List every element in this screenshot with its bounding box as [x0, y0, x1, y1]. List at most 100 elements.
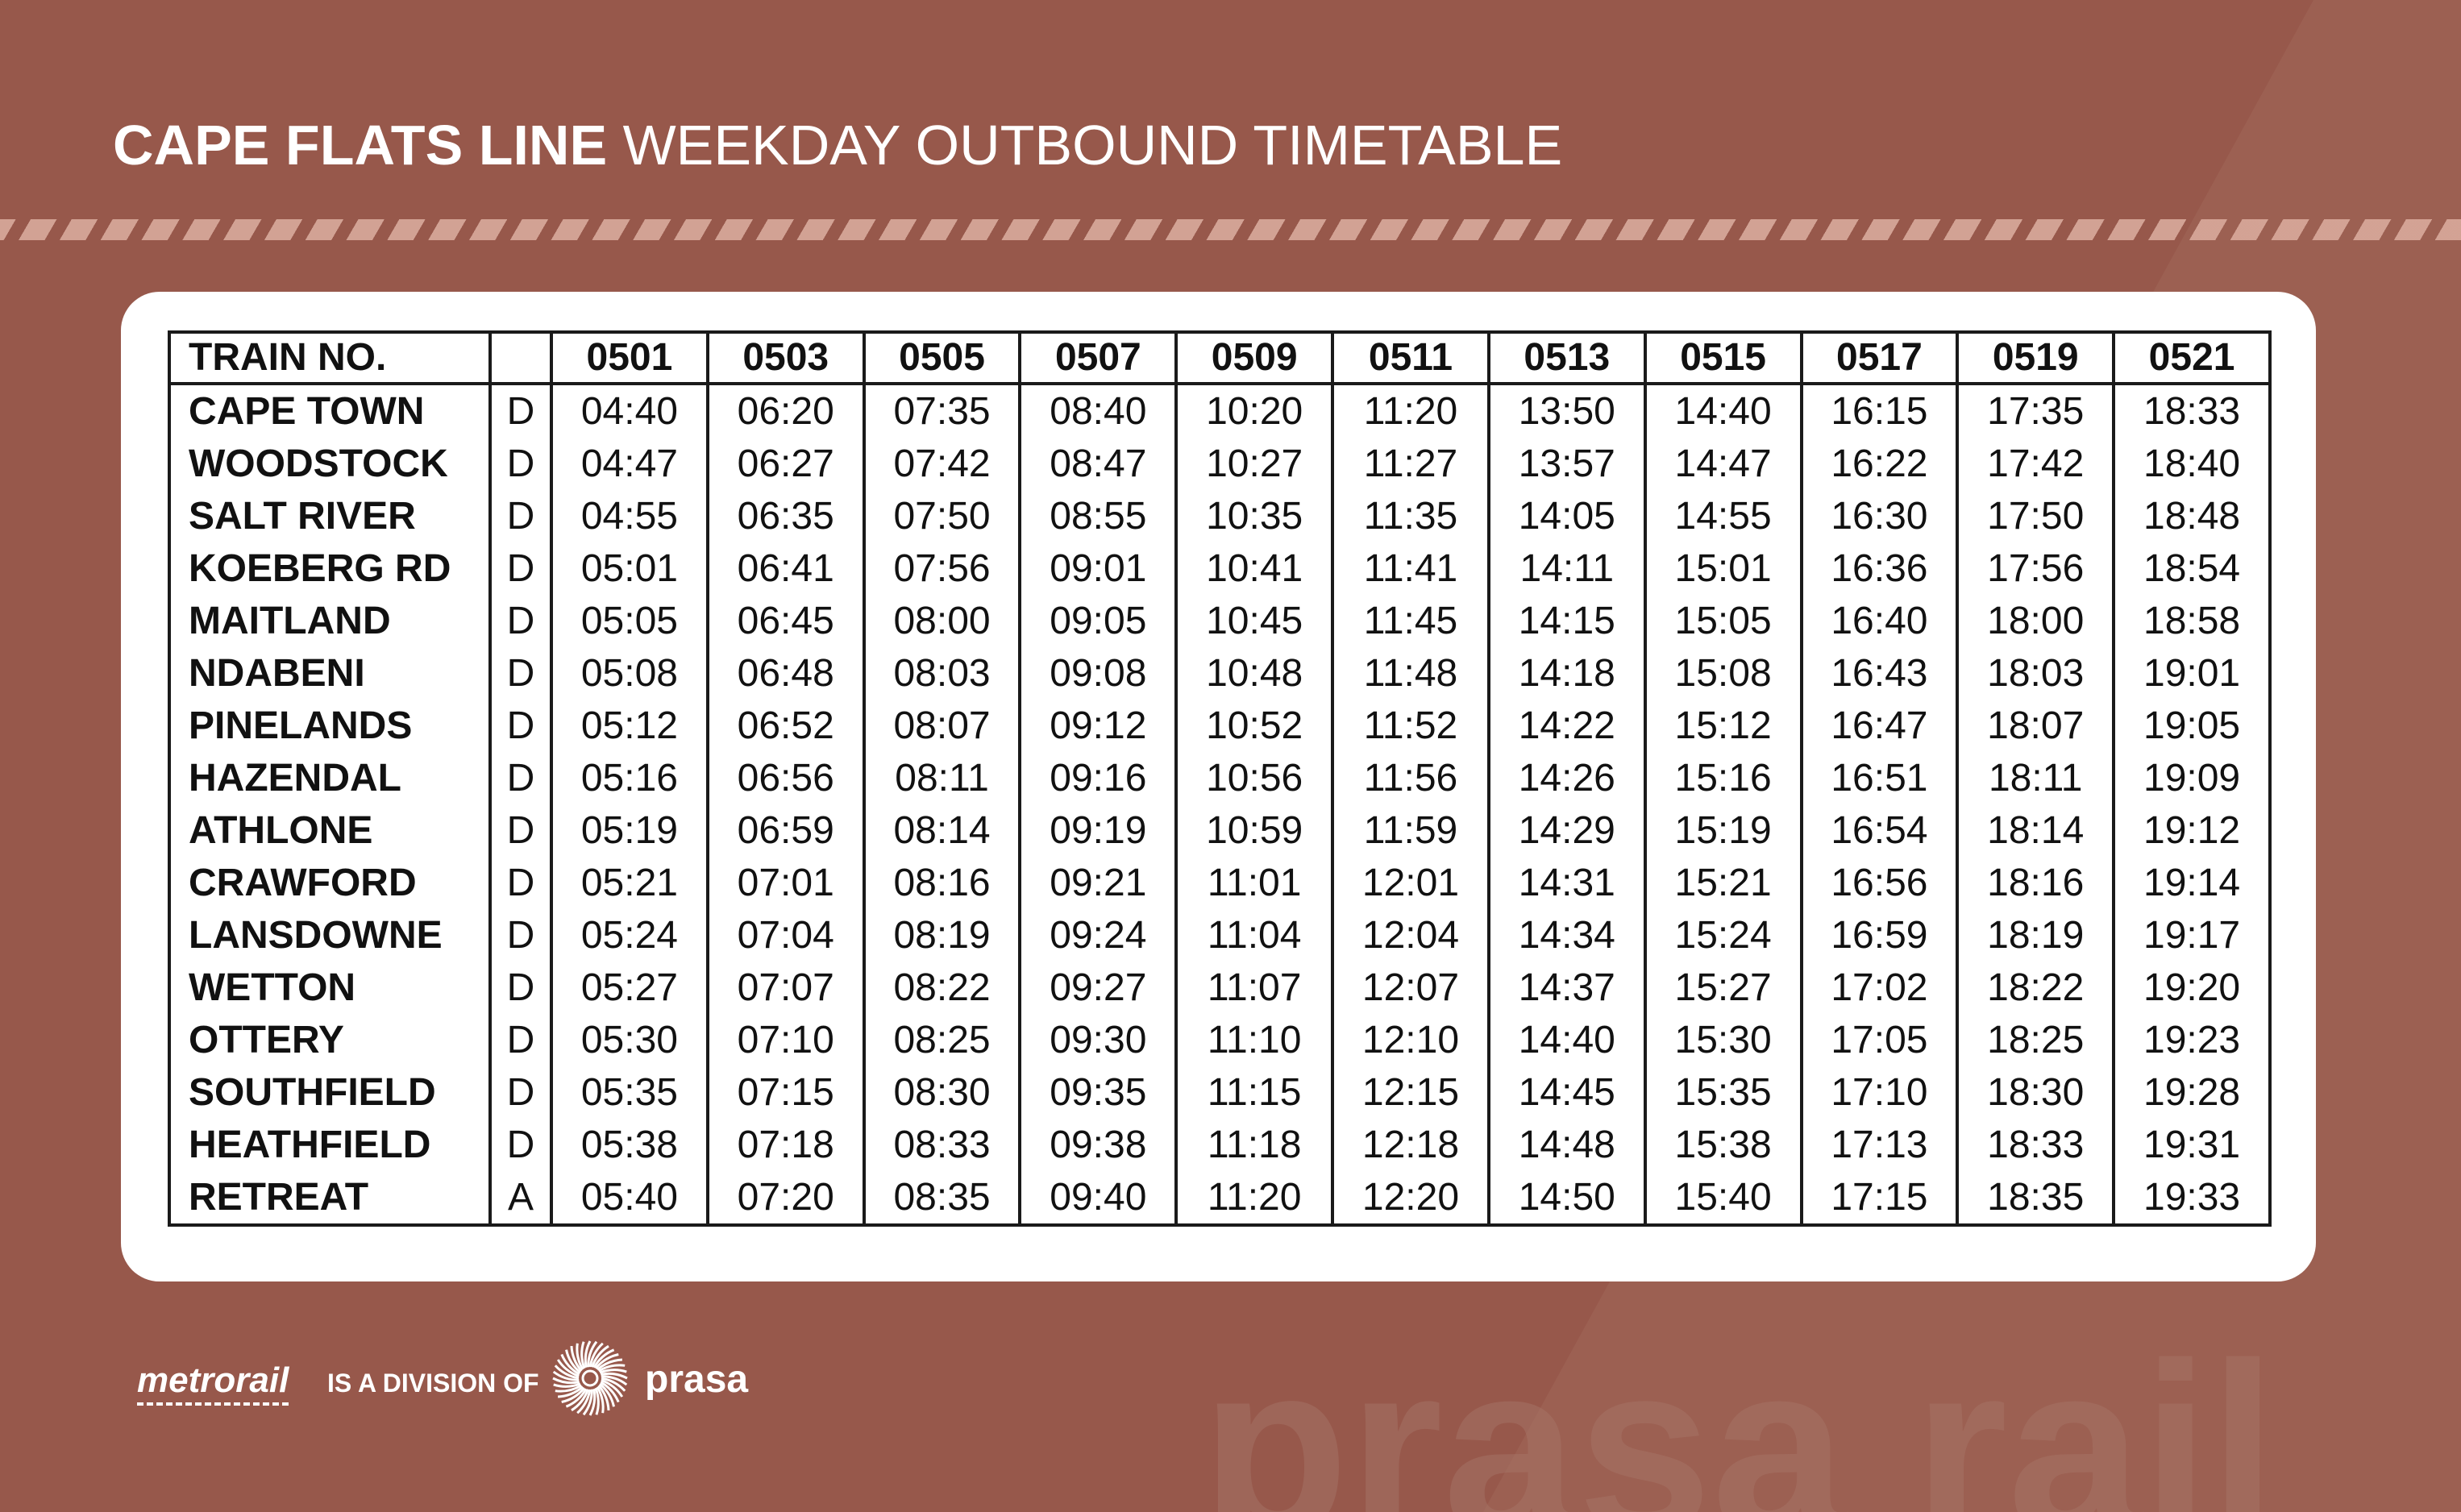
metrorail-logo: metrorail: [137, 1360, 289, 1406]
time-cell: 15:01: [1643, 542, 1803, 595]
time-cell: 09:38: [1018, 1119, 1179, 1171]
time-cell: 17:15: [1799, 1171, 1960, 1225]
time-cell: 12:20: [1331, 1171, 1490, 1225]
sunburst-ray: [592, 1348, 615, 1369]
time-cell: 12:01: [1331, 857, 1490, 909]
arrival-departure-code: D: [488, 384, 553, 438]
time-cell: 15:08: [1643, 647, 1803, 700]
arrival-departure-code: D: [488, 1014, 553, 1066]
sunburst-ray: [599, 1382, 615, 1407]
time-cell: 06:35: [705, 490, 866, 542]
time-cell: 17:02: [1799, 962, 1960, 1014]
time-cell: 05:24: [550, 909, 709, 962]
time-cell: 08:16: [862, 857, 1022, 909]
arrival-departure-code: A: [488, 1171, 553, 1225]
table-row: WOODSTOCK D 04:47 06:27 07:42 08:47 10:27 11:27…: [168, 438, 2272, 490]
time-cell: 10:52: [1174, 700, 1335, 752]
time-cell: 09:08: [1018, 647, 1179, 700]
time-cell: 19:28: [2112, 1066, 2272, 1119]
time-cell: 18:19: [1956, 909, 2116, 962]
time-cell: 05:27: [550, 962, 709, 1014]
time-cell: 14:45: [1486, 1066, 1647, 1119]
time-cell: 09:40: [1018, 1171, 1179, 1225]
time-cell: 05:08: [550, 647, 709, 700]
time-cell: 18:11: [1956, 752, 2116, 804]
time-cell: 16:56: [1799, 857, 1960, 909]
time-cell: 11:27: [1331, 438, 1490, 490]
sunburst-ray: [565, 1388, 588, 1408]
table-row: RETREAT A 05:40 07:20 08:35 09:40 11:20 12:20 14…: [168, 1171, 2272, 1225]
time-cell: 16:40: [1799, 595, 1960, 647]
time-cell: 08:47: [1018, 438, 1179, 490]
time-cell: 08:03: [862, 647, 1022, 700]
time-cell: 19:31: [2112, 1119, 2272, 1171]
time-cell: 18:03: [1956, 647, 2116, 700]
time-cell: 06:48: [705, 647, 866, 700]
arrival-departure-code: D: [488, 542, 553, 595]
time-cell: 18:07: [1956, 700, 2116, 752]
time-cell: 09:30: [1018, 1014, 1179, 1066]
station-name: WETTON: [168, 962, 492, 1014]
time-cell: 18:00: [1956, 595, 2116, 647]
time-cell: 14:11: [1486, 542, 1647, 595]
time-cell: 17:10: [1799, 1066, 1960, 1119]
sunburst-ray: [594, 1387, 600, 1415]
time-cell: 17:56: [1956, 542, 2116, 595]
train-number: 0521: [2112, 332, 2272, 385]
sunburst-ray: [600, 1381, 620, 1403]
sunburst-ray: [584, 1340, 592, 1369]
train-number: 0513: [1486, 332, 1647, 385]
station-name: HAZENDAL: [168, 752, 492, 804]
time-cell: 08:11: [862, 752, 1022, 804]
train-number: 0501: [550, 332, 709, 385]
time-cell: 16:47: [1799, 700, 1960, 752]
station-name: OTTERY: [168, 1014, 492, 1066]
time-cell: 04:55: [550, 490, 709, 542]
arrival-departure-code: D: [488, 595, 553, 647]
time-cell: 19:12: [2112, 804, 2272, 857]
time-cell: 08:22: [862, 962, 1022, 1014]
time-cell: 10:45: [1174, 595, 1335, 647]
time-cell: 07:35: [862, 384, 1022, 438]
time-cell: 08:07: [862, 700, 1022, 752]
time-cell: 06:52: [705, 700, 866, 752]
time-cell: 15:38: [1643, 1119, 1803, 1171]
time-cell: 18:54: [2112, 542, 2272, 595]
time-cell: 14:40: [1486, 1014, 1647, 1066]
time-cell: 12:07: [1331, 962, 1490, 1014]
time-cell: 10:20: [1174, 384, 1335, 438]
time-cell: 10:35: [1174, 490, 1335, 542]
time-cell: 14:47: [1643, 438, 1803, 490]
time-cell: 11:18: [1174, 1119, 1335, 1171]
time-cell: 18:35: [1956, 1171, 2116, 1225]
time-cell: 19:17: [2112, 909, 2272, 962]
time-cell: 11:10: [1174, 1014, 1335, 1066]
station-name: KOEBERG RD: [168, 542, 492, 595]
sunburst-ray: [599, 1369, 627, 1374]
time-cell: 15:16: [1643, 752, 1803, 804]
time-cell: 06:56: [705, 752, 866, 804]
arrival-departure-code: D: [488, 1066, 553, 1119]
table-row: LANSDOWNE D 05:24 07:04 08:19 09:24 11:04 12:04…: [168, 909, 2272, 962]
sunburst-ray: [555, 1384, 583, 1393]
time-cell: 11:35: [1331, 490, 1490, 542]
prasa-logo: prasa: [645, 1358, 749, 1401]
arrival-departure-code: D: [488, 804, 553, 857]
time-cell: 06:20: [705, 384, 866, 438]
sunburst-ray: [571, 1389, 590, 1412]
time-cell: 14:40: [1643, 384, 1803, 438]
time-cell: 18:30: [1956, 1066, 2116, 1119]
station-name: CAPE TOWN: [168, 384, 492, 438]
time-cell: 14:26: [1486, 752, 1647, 804]
time-cell: 07:20: [705, 1171, 866, 1225]
time-cell: 11:07: [1174, 962, 1335, 1014]
station-name: WOODSTOCK: [168, 438, 492, 490]
time-cell: 12:15: [1331, 1066, 1490, 1119]
train-number: 0507: [1018, 332, 1179, 385]
sunburst-ray: [558, 1385, 584, 1398]
time-cell: 10:48: [1174, 647, 1335, 700]
watermark-text: prasa rail: [1201, 1312, 2276, 1512]
time-cell: 07:50: [862, 490, 1022, 542]
time-cell: 09:27: [1018, 962, 1179, 1014]
time-cell: 11:52: [1331, 700, 1490, 752]
